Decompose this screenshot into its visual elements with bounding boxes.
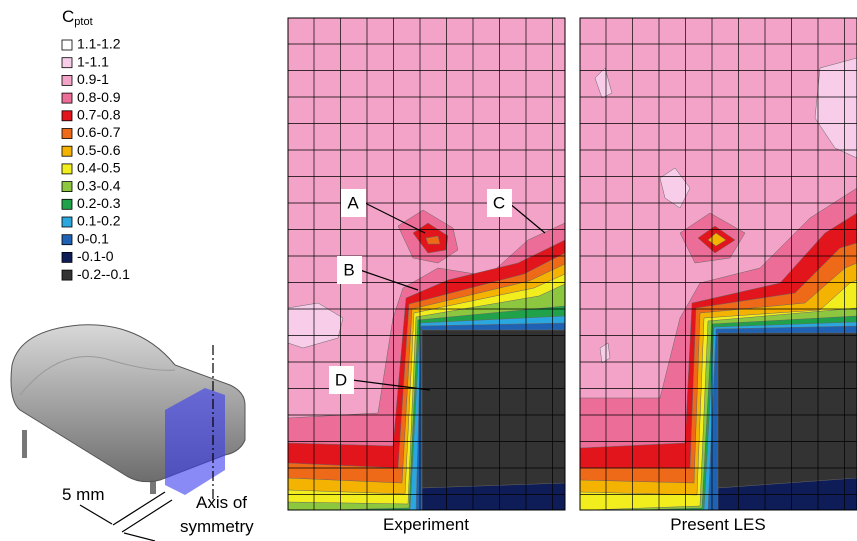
axis-label: symmetry [180, 517, 254, 536]
legend-swatch [62, 111, 72, 121]
gap-label: 5 mm [62, 485, 105, 504]
contour-map [580, 18, 857, 510]
annotation: C [493, 193, 505, 212]
legend-swatch [62, 146, 72, 156]
legend-label: 0.2-0.3 [77, 195, 121, 211]
legend-swatch [62, 182, 72, 192]
legend-label: 1-1.1 [77, 53, 109, 69]
legend-swatch [62, 252, 72, 262]
axis-label: Axis of [196, 493, 247, 512]
panel [288, 18, 565, 510]
annotation: D [335, 370, 347, 389]
legend-label: 0.5-0.6 [77, 142, 121, 158]
panel-title: Present LES [670, 515, 765, 534]
figure: Cptot 1.1-1.21-1.1 0.9-1 0.8-0.9 0.7-0.80.6… [0, 0, 857, 541]
panel [580, 18, 857, 510]
legend-label: -0.1-0 [77, 248, 114, 264]
legend-title: Cptot [62, 7, 93, 27]
legend-label: 0.8-0.9 [77, 89, 121, 105]
annotation: B [343, 260, 354, 279]
contour-band [422, 330, 565, 488]
legend-swatch [62, 40, 72, 50]
panel-title: Experiment [383, 515, 469, 534]
annotation: A [347, 193, 359, 212]
legend-swatch [62, 235, 72, 245]
contour-band [422, 483, 565, 510]
legend-label: 0.6-0.7 [77, 124, 121, 140]
car-model: 5 mm Axis of symmetry [11, 325, 254, 541]
legend-label: -0.2--0.1 [77, 266, 130, 282]
legend-swatch [62, 217, 72, 227]
legend-swatch [62, 93, 72, 103]
legend-label: 0-0.1 [77, 230, 109, 246]
legend-label: 0.9-1 [77, 71, 109, 87]
legend-label: 1.1-1.2 [77, 36, 121, 52]
legend-swatch [62, 270, 72, 280]
legend-swatch [62, 75, 72, 85]
legend-label: 0.7-0.8 [77, 107, 121, 123]
legend-swatch [62, 164, 72, 174]
legend: 1.1-1.21-1.1 0.9-1 0.8-0.9 0.7-0.80.6-0.7 0.… [62, 36, 130, 282]
legend-swatch [62, 58, 72, 68]
legend-symbol: C [62, 7, 74, 26]
legend-label: 0.1-0.2 [77, 213, 121, 229]
legend-label: 0.4-0.5 [77, 160, 121, 176]
contour-map [288, 18, 565, 510]
legend-subscript: ptot [74, 16, 92, 28]
legend-label: 0.3-0.4 [77, 177, 121, 193]
legend-swatch [62, 129, 72, 139]
legend-swatch [62, 199, 72, 209]
